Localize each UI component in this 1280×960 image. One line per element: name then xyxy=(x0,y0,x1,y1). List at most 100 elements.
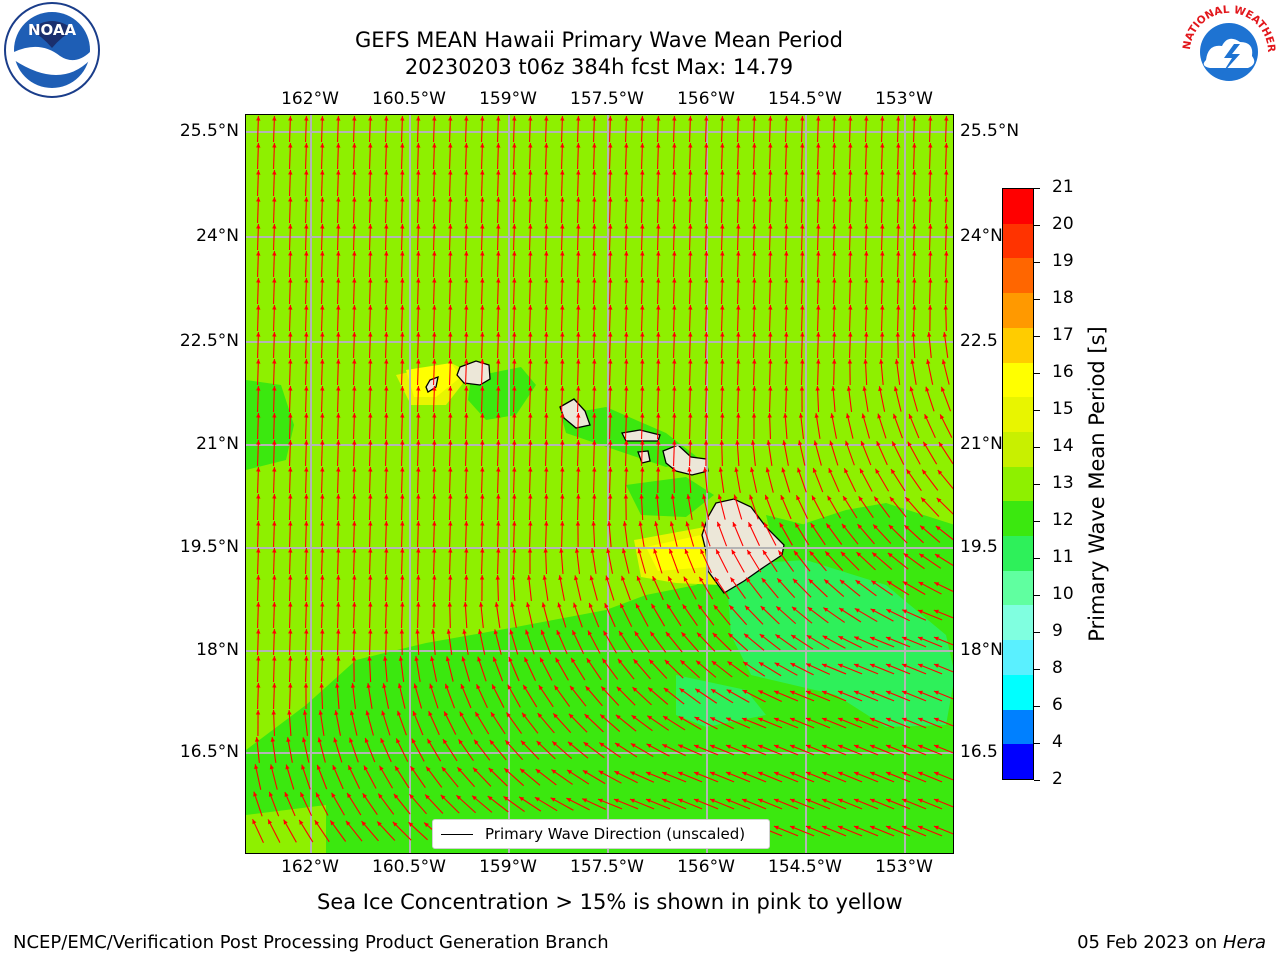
wave-direction-arrow xyxy=(640,412,645,440)
wave-direction-arrow xyxy=(448,547,453,575)
wave-direction-arrow xyxy=(704,412,709,440)
wave-direction-arrow xyxy=(944,250,949,278)
wave-direction-arrow xyxy=(703,439,709,467)
wave-direction-arrow xyxy=(464,169,469,197)
wave-direction-arrow xyxy=(542,575,549,601)
wave-direction-arrow xyxy=(448,574,453,602)
wave-direction-arrow xyxy=(528,142,533,170)
wave-direction-arrow xyxy=(731,549,745,573)
wave-direction-arrow xyxy=(573,602,583,628)
wave-direction-arrow xyxy=(911,331,916,359)
wave-direction-arrow xyxy=(600,686,620,706)
wave-direction-arrow xyxy=(805,717,831,729)
wave-direction-arrow xyxy=(488,767,508,787)
wave-direction-arrow xyxy=(605,575,615,601)
wave-direction-arrow xyxy=(912,304,917,332)
wave-direction-arrow xyxy=(400,358,405,386)
colorbar-tick-label: 19 xyxy=(1052,251,1074,271)
wave-direction-arrow xyxy=(432,250,437,278)
wave-direction-arrow xyxy=(666,603,682,627)
wave-direction-arrow xyxy=(496,466,501,494)
wave-direction-arrow xyxy=(392,821,412,841)
wave-direction-arrow xyxy=(512,358,517,386)
wave-direction-arrow xyxy=(317,737,326,763)
colorbar-tick-mark xyxy=(1034,447,1040,448)
wave-direction-arrow xyxy=(654,521,662,547)
wave-direction-arrow xyxy=(905,496,923,518)
wave-direction-arrow xyxy=(544,466,549,494)
wave-direction-arrow xyxy=(544,304,549,332)
wave-direction-arrow xyxy=(544,223,549,251)
wave-direction-arrow xyxy=(576,439,581,467)
wave-direction-arrow xyxy=(667,576,681,600)
colorbar-tick-mark xyxy=(1034,373,1040,374)
wave-direction-arrow xyxy=(272,358,277,386)
wave-direction-arrow xyxy=(784,331,789,359)
wave-direction-arrow xyxy=(429,683,439,709)
wave-direction-arrow xyxy=(710,688,734,704)
wave-direction-arrow xyxy=(456,794,476,814)
wave-direction-arrow xyxy=(367,655,372,683)
wave-direction-arrow xyxy=(581,798,607,810)
wave-direction-arrow xyxy=(256,655,261,683)
wave-direction-arrow xyxy=(368,196,373,224)
wave-direction-arrow xyxy=(508,656,520,682)
wave-direction-arrow xyxy=(766,440,773,466)
wave-direction-arrow xyxy=(544,385,549,413)
wave-direction-arrow xyxy=(400,142,405,170)
wave-direction-arrow xyxy=(304,169,309,197)
wave-direction-arrow xyxy=(256,439,261,467)
wave-direction-arrow xyxy=(901,609,927,621)
wave-direction-arrow xyxy=(480,223,485,251)
wave-direction-arrow xyxy=(869,825,895,837)
wave-direction-arrow xyxy=(615,714,637,732)
wave-direction-arrow xyxy=(893,413,903,439)
lat-label-right: 19.5 xyxy=(960,537,998,557)
wave-direction-arrow xyxy=(800,304,805,332)
wave-direction-arrow xyxy=(512,142,517,170)
wave-direction-arrow xyxy=(412,710,424,736)
wave-direction-arrow xyxy=(885,744,911,756)
colorbar-segment xyxy=(1003,293,1033,328)
colorbar-tick-label: 8 xyxy=(1052,658,1063,678)
wave-direction-arrow xyxy=(464,358,469,386)
wave-direction-arrow xyxy=(256,493,261,521)
wave-direction-arrow xyxy=(912,115,917,143)
wave-direction-arrow xyxy=(368,304,373,332)
wave-direction-arrow xyxy=(647,687,669,705)
colorbar-segment xyxy=(1003,466,1033,502)
wave-direction-arrow xyxy=(416,601,421,629)
wave-direction-arrow xyxy=(748,521,760,547)
wave-direction-arrow xyxy=(864,115,869,143)
wave-direction-arrow xyxy=(426,738,442,762)
wave-direction-arrow xyxy=(714,576,730,600)
wave-direction-arrow xyxy=(592,115,597,143)
wave-direction-arrow xyxy=(285,764,295,790)
wave-direction-arrow xyxy=(889,496,907,518)
wave-direction-arrow xyxy=(464,412,469,440)
wave-direction-arrow xyxy=(336,142,341,170)
wave-direction-arrow xyxy=(576,412,581,440)
wave-direction-arrow xyxy=(288,655,293,683)
wave-direction-arrow xyxy=(773,717,799,729)
wave-direction-arrow xyxy=(933,825,953,835)
wave-direction-arrow xyxy=(555,657,569,681)
wave-direction-arrow xyxy=(432,466,437,494)
wave-direction-arrow xyxy=(304,439,309,467)
wave-direction-arrow xyxy=(352,115,357,143)
wave-direction-arrow xyxy=(736,304,741,332)
wave-direction-arrow xyxy=(886,580,910,596)
wave-direction-arrow xyxy=(768,331,773,359)
wave-direction-arrow xyxy=(720,196,725,224)
wave-direction-arrow xyxy=(256,223,261,251)
wave-direction-arrow xyxy=(384,331,389,359)
wave-direction-arrow xyxy=(800,277,805,305)
wave-direction-arrow xyxy=(448,142,453,170)
wave-direction-arrow xyxy=(362,792,378,816)
wave-direction-arrow xyxy=(873,496,891,518)
wave-direction-arrow xyxy=(352,547,357,575)
wave-direction-arrow xyxy=(432,358,437,386)
wave-direction-arrow xyxy=(672,196,677,224)
wave-direction-arrow xyxy=(832,331,837,359)
wave-direction-arrow xyxy=(384,196,389,224)
